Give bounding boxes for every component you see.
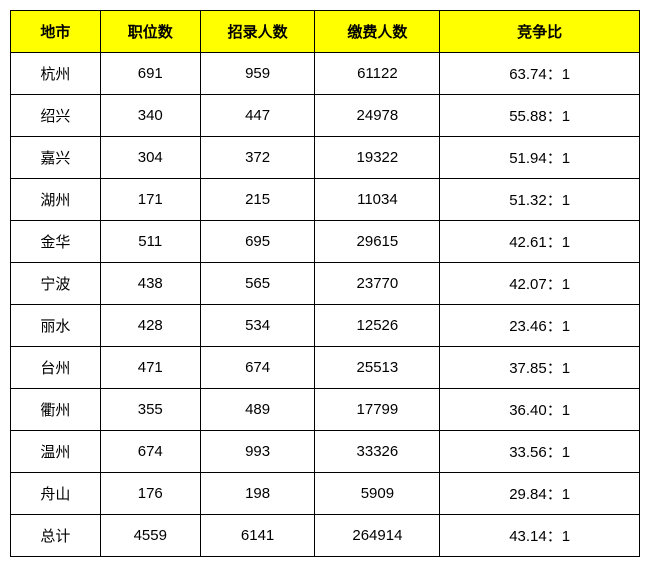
data-table: 地市 职位数 招录人数 缴费人数 竞争比 杭州6919596112263.74：… bbox=[10, 10, 640, 557]
header-city: 地市 bbox=[11, 11, 101, 53]
table-cell: 674 bbox=[100, 431, 200, 473]
header-row: 地市 职位数 招录人数 缴费人数 竞争比 bbox=[11, 11, 640, 53]
table-cell: 23770 bbox=[315, 263, 440, 305]
table-cell: 176 bbox=[100, 473, 200, 515]
table-cell: 33326 bbox=[315, 431, 440, 473]
table-body: 杭州6919596112263.74：1绍兴3404472497855.88：1… bbox=[11, 53, 640, 557]
table-cell: 959 bbox=[200, 53, 315, 95]
table-cell: 17799 bbox=[315, 389, 440, 431]
table-cell: 511 bbox=[100, 221, 200, 263]
table-cell: 447 bbox=[200, 95, 315, 137]
table-row: 嘉兴3043721932251.94：1 bbox=[11, 137, 640, 179]
table-cell: 534 bbox=[200, 305, 315, 347]
table-cell: 489 bbox=[200, 389, 315, 431]
table-cell: 55.88：1 bbox=[440, 95, 640, 137]
table-cell: 29615 bbox=[315, 221, 440, 263]
table-cell: 29.84：1 bbox=[440, 473, 640, 515]
table-cell: 11034 bbox=[315, 179, 440, 221]
table-cell: 340 bbox=[100, 95, 200, 137]
table-row: 湖州1712151103451.32：1 bbox=[11, 179, 640, 221]
table-cell: 25513 bbox=[315, 347, 440, 389]
table-cell: 304 bbox=[100, 137, 200, 179]
table-cell: 杭州 bbox=[11, 53, 101, 95]
header-paid: 缴费人数 bbox=[315, 11, 440, 53]
table-cell: 33.56：1 bbox=[440, 431, 640, 473]
table-cell: 63.74：1 bbox=[440, 53, 640, 95]
table-cell: 台州 bbox=[11, 347, 101, 389]
table-row: 衢州3554891779936.40：1 bbox=[11, 389, 640, 431]
table-cell: 23.46：1 bbox=[440, 305, 640, 347]
table-cell: 43.14：1 bbox=[440, 515, 640, 557]
table-cell: 565 bbox=[200, 263, 315, 305]
header-positions: 职位数 bbox=[100, 11, 200, 53]
table-row: 绍兴3404472497855.88：1 bbox=[11, 95, 640, 137]
header-recruited: 招录人数 bbox=[200, 11, 315, 53]
table-row: 舟山176198590929.84：1 bbox=[11, 473, 640, 515]
table-row: 杭州6919596112263.74：1 bbox=[11, 53, 640, 95]
table-row: 丽水4285341252623.46：1 bbox=[11, 305, 640, 347]
table-cell: 51.94：1 bbox=[440, 137, 640, 179]
table-cell: 695 bbox=[200, 221, 315, 263]
table-row: 总计4559614126491443.14：1 bbox=[11, 515, 640, 557]
table-cell: 舟山 bbox=[11, 473, 101, 515]
table-cell: 51.32：1 bbox=[440, 179, 640, 221]
table-cell: 471 bbox=[100, 347, 200, 389]
table-cell: 宁波 bbox=[11, 263, 101, 305]
table-row: 金华5116952961542.61：1 bbox=[11, 221, 640, 263]
table-cell: 绍兴 bbox=[11, 95, 101, 137]
table-cell: 12526 bbox=[315, 305, 440, 347]
table-cell: 42.07：1 bbox=[440, 263, 640, 305]
table-cell: 264914 bbox=[315, 515, 440, 557]
table-cell: 42.61：1 bbox=[440, 221, 640, 263]
header-ratio: 竞争比 bbox=[440, 11, 640, 53]
table-row: 温州6749933332633.56：1 bbox=[11, 431, 640, 473]
table-row: 宁波4385652377042.07：1 bbox=[11, 263, 640, 305]
table-cell: 衢州 bbox=[11, 389, 101, 431]
table-cell: 37.85：1 bbox=[440, 347, 640, 389]
table-cell: 总计 bbox=[11, 515, 101, 557]
table-cell: 171 bbox=[100, 179, 200, 221]
table-cell: 5909 bbox=[315, 473, 440, 515]
table-cell: 4559 bbox=[100, 515, 200, 557]
table-cell: 19322 bbox=[315, 137, 440, 179]
table-cell: 215 bbox=[200, 179, 315, 221]
table-cell: 6141 bbox=[200, 515, 315, 557]
table-cell: 355 bbox=[100, 389, 200, 431]
table-cell: 丽水 bbox=[11, 305, 101, 347]
table-cell: 24978 bbox=[315, 95, 440, 137]
table-cell: 438 bbox=[100, 263, 200, 305]
table-cell: 993 bbox=[200, 431, 315, 473]
table-cell: 金华 bbox=[11, 221, 101, 263]
table-cell: 428 bbox=[100, 305, 200, 347]
table-cell: 691 bbox=[100, 53, 200, 95]
table-cell: 嘉兴 bbox=[11, 137, 101, 179]
table-cell: 温州 bbox=[11, 431, 101, 473]
table-row: 台州4716742551337.85：1 bbox=[11, 347, 640, 389]
table-cell: 36.40：1 bbox=[440, 389, 640, 431]
table-cell: 湖州 bbox=[11, 179, 101, 221]
table-cell: 198 bbox=[200, 473, 315, 515]
table-cell: 61122 bbox=[315, 53, 440, 95]
table-cell: 674 bbox=[200, 347, 315, 389]
table-cell: 372 bbox=[200, 137, 315, 179]
